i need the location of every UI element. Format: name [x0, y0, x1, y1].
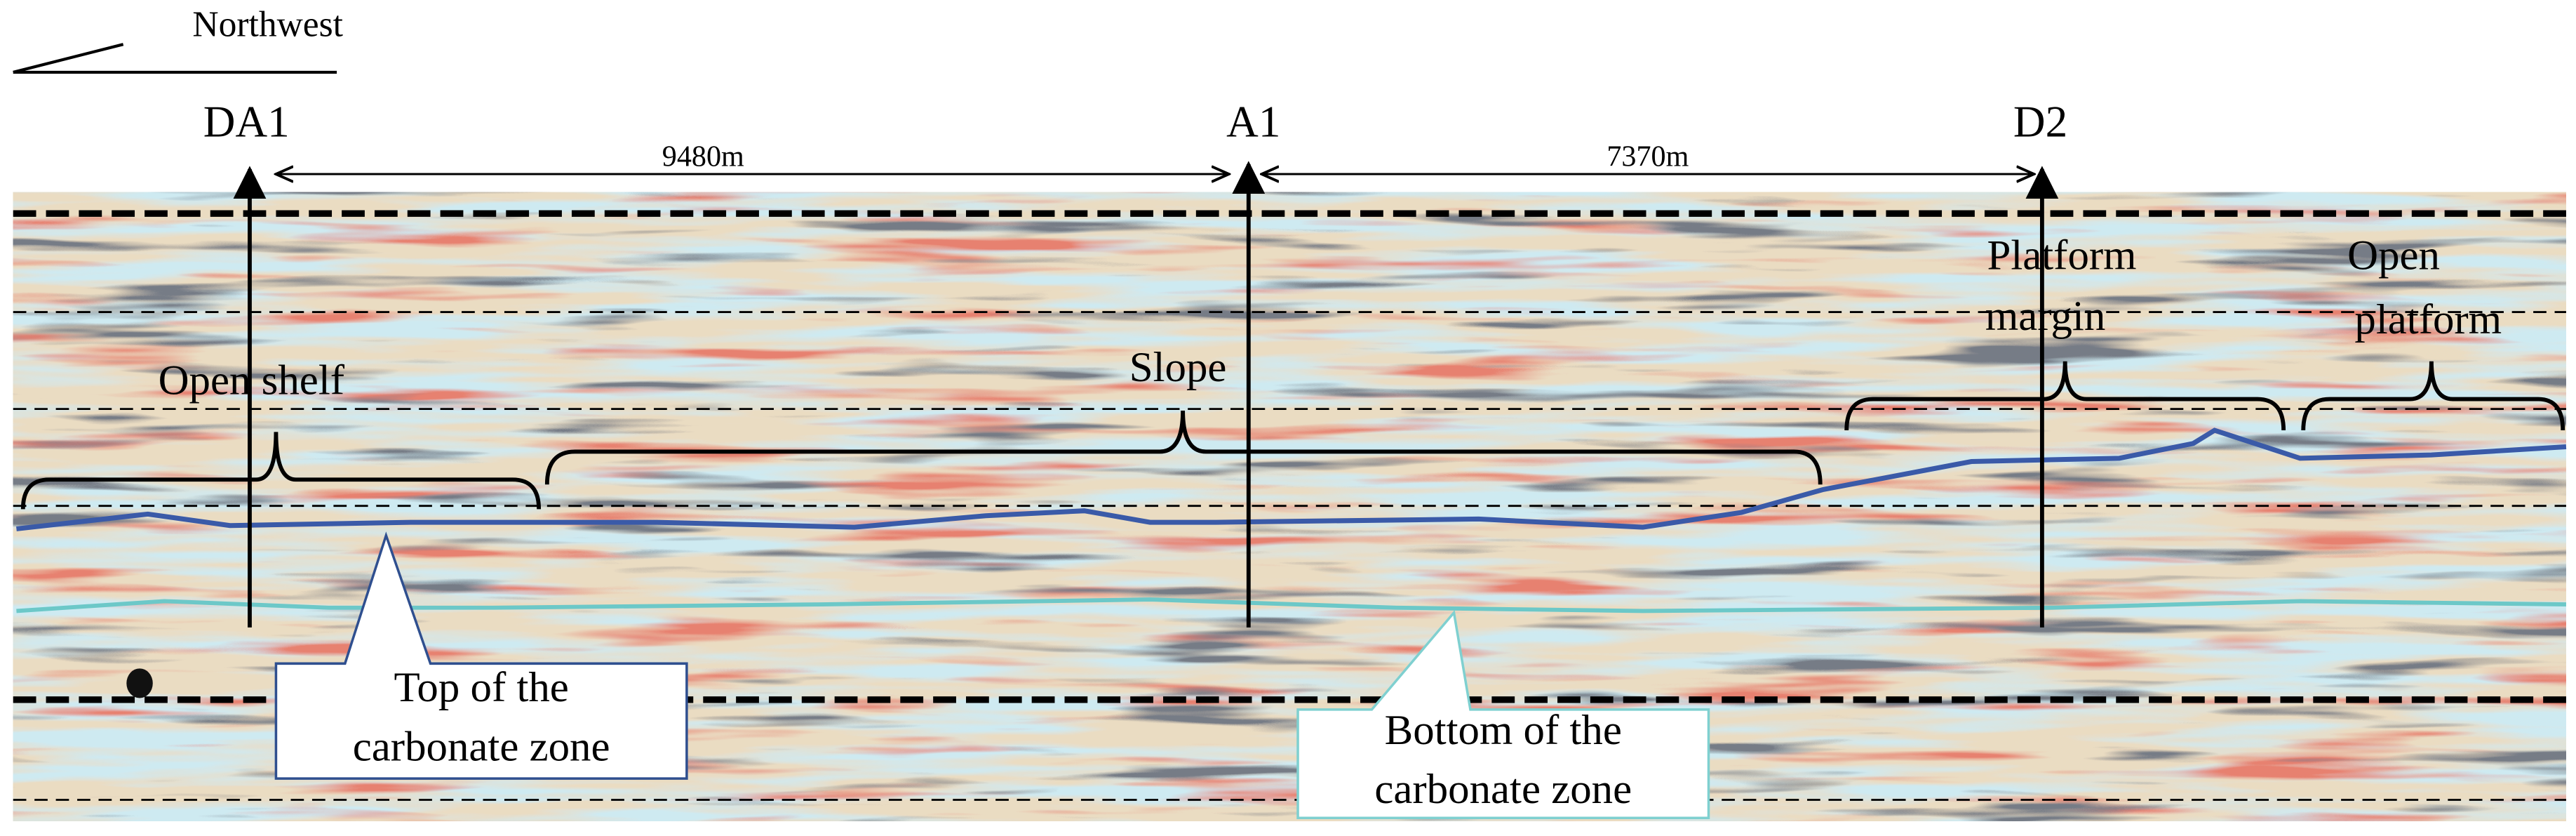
zone-label: Platform	[1987, 232, 2136, 279]
blob	[126, 668, 153, 698]
callout-text: Bottom of the	[1385, 707, 1622, 754]
callout-text: carbonate zone	[353, 723, 610, 770]
distance-label: 9480m	[662, 140, 744, 173]
top-horizon	[16, 427, 2567, 531]
zone-label: margin	[1985, 293, 2105, 340]
well-label: A1	[1226, 98, 1280, 147]
zone-label: Open	[2347, 232, 2440, 279]
well-label: DA1	[203, 98, 290, 147]
direction-label: Northwest	[192, 5, 343, 45]
callout-text: carbonate zone	[1374, 766, 1632, 813]
distance-label: 7370m	[1606, 140, 1689, 173]
brace	[20, 432, 542, 510]
well-label: D2	[2013, 98, 2067, 147]
callout-text: Top of the	[394, 664, 568, 711]
zone-label: platform	[2354, 296, 2502, 343]
callout-box	[274, 531, 688, 780]
zone-label: Open shelf	[159, 357, 345, 404]
zone-label: Slope	[1129, 344, 1227, 391]
direction-symbol	[13, 43, 337, 74]
brace	[544, 410, 1823, 485]
time-lines	[13, 210, 2566, 801]
callout-box	[1296, 609, 1710, 820]
bottom-horizon	[16, 597, 2566, 613]
